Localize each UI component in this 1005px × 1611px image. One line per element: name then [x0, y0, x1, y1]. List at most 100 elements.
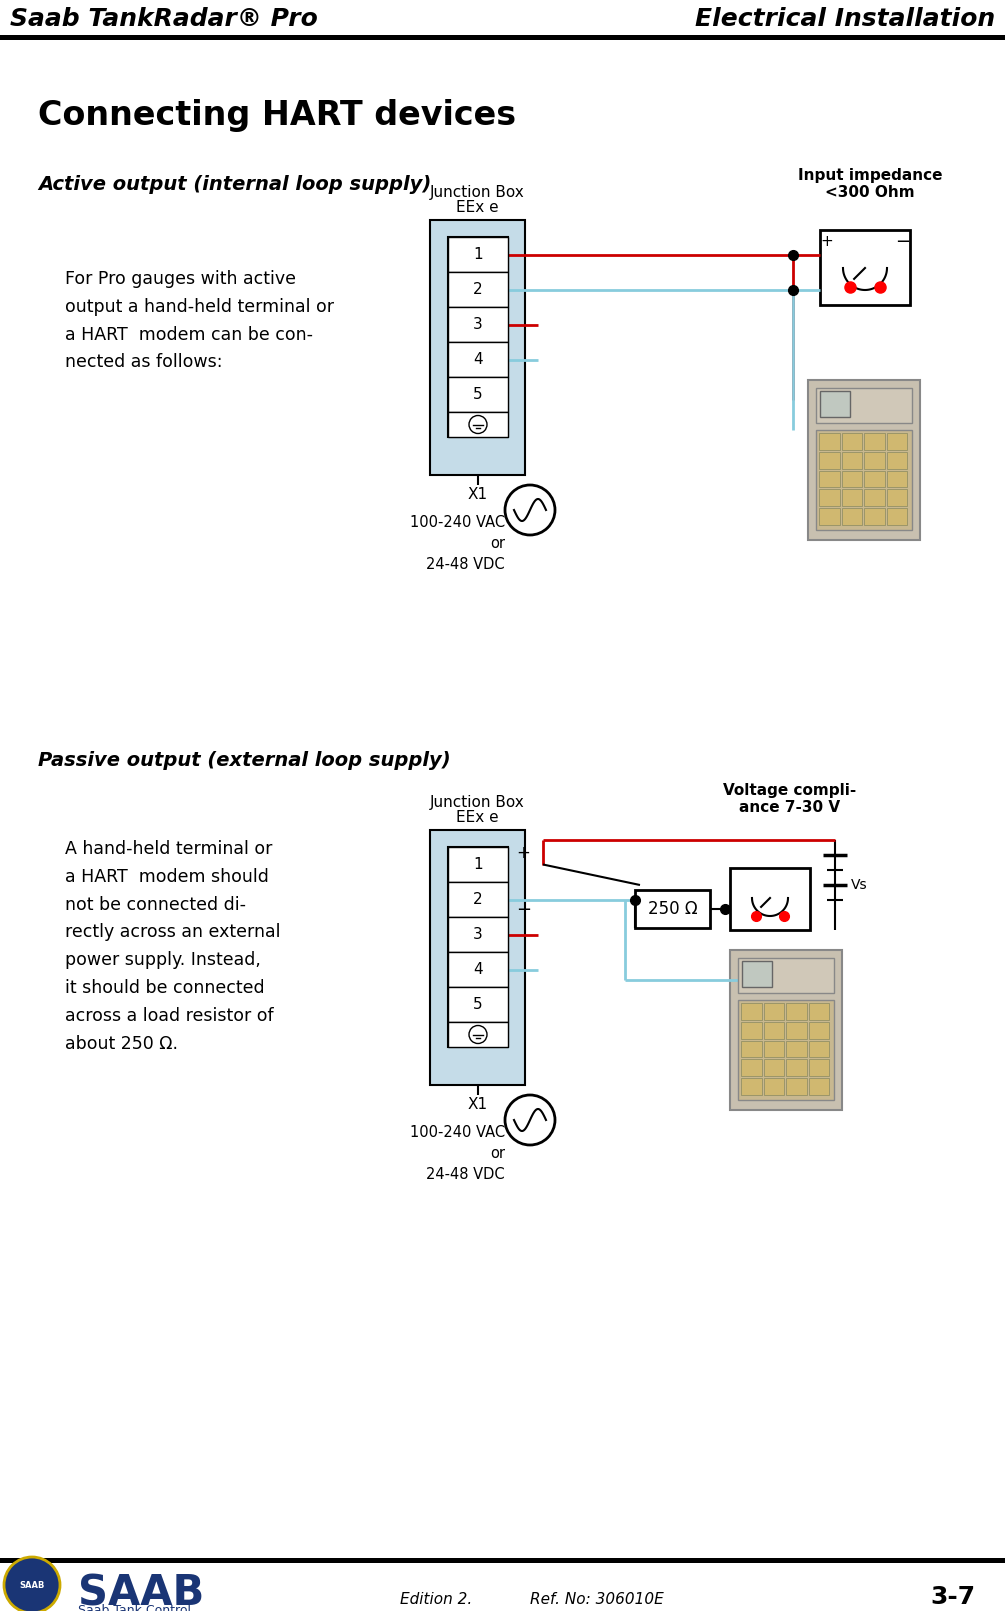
Bar: [0, 1558, 1005, 1563]
Bar: [448, 917, 508, 952]
Bar: [448, 412, 508, 437]
Text: 4: 4: [473, 351, 482, 367]
Text: X1: X1: [467, 487, 487, 503]
Bar: [741, 1021, 762, 1039]
Text: Electrical Installation: Electrical Installation: [694, 6, 995, 31]
Bar: [448, 308, 508, 342]
Bar: [786, 1060, 806, 1076]
Bar: [808, 1004, 829, 1020]
Bar: [730, 950, 842, 1110]
Bar: [808, 1078, 829, 1095]
Bar: [448, 881, 508, 917]
Text: A hand-held terminal or
a HART  modem should
not be connected di-
rectly across : A hand-held terminal or a HART modem sho…: [65, 839, 280, 1052]
Bar: [841, 490, 862, 506]
Bar: [886, 490, 907, 506]
Bar: [864, 490, 884, 506]
Bar: [886, 507, 907, 525]
Text: 1: 1: [473, 857, 482, 872]
Text: +: +: [821, 235, 833, 250]
Bar: [448, 988, 508, 1021]
Circle shape: [4, 1556, 60, 1611]
Bar: [448, 342, 508, 377]
Bar: [786, 1078, 806, 1095]
Bar: [741, 1004, 762, 1020]
Bar: [819, 507, 839, 525]
Bar: [448, 847, 508, 1047]
Bar: [841, 433, 862, 449]
Bar: [764, 1021, 784, 1039]
Text: Passive output (external loop supply): Passive output (external loop supply): [38, 751, 450, 770]
Bar: [886, 451, 907, 469]
Text: EEx e: EEx e: [456, 810, 498, 825]
Bar: [841, 507, 862, 525]
Text: 100-240 VAC
or
24-48 VDC: 100-240 VAC or 24-48 VDC: [410, 1124, 505, 1182]
Bar: [730, 868, 810, 930]
Text: Saab Tank Control: Saab Tank Control: [78, 1605, 191, 1611]
Bar: [864, 433, 884, 449]
Bar: [816, 430, 912, 530]
Text: 250 Ω: 250 Ω: [647, 901, 697, 918]
Bar: [448, 377, 508, 412]
Text: X1: X1: [467, 1097, 487, 1112]
Bar: [864, 451, 884, 469]
Text: 5: 5: [473, 387, 482, 403]
Bar: [741, 1078, 762, 1095]
Bar: [786, 1004, 806, 1020]
Text: 100-240 VAC
or
24-48 VDC: 100-240 VAC or 24-48 VDC: [410, 516, 505, 572]
Bar: [819, 470, 839, 488]
Bar: [808, 1021, 829, 1039]
Bar: [819, 451, 839, 469]
Text: 3-7: 3-7: [930, 1585, 975, 1609]
Bar: [808, 1041, 829, 1057]
Text: −: −: [895, 234, 911, 251]
Bar: [864, 507, 884, 525]
Text: Ref. No: 306010E: Ref. No: 306010E: [530, 1593, 663, 1608]
Bar: [448, 237, 508, 437]
Text: Input impedance
<300 Ohm: Input impedance <300 Ohm: [798, 168, 943, 200]
Bar: [430, 830, 525, 1084]
Text: SAAB: SAAB: [78, 1572, 204, 1611]
Text: Saab TankRadar® Pro: Saab TankRadar® Pro: [10, 6, 318, 31]
Bar: [764, 1078, 784, 1095]
Bar: [786, 1021, 806, 1039]
Text: 2: 2: [473, 892, 482, 907]
Text: 3: 3: [473, 317, 482, 332]
Bar: [764, 1060, 784, 1076]
Bar: [886, 470, 907, 488]
Text: +: +: [516, 844, 530, 862]
Bar: [448, 952, 508, 988]
Bar: [741, 1060, 762, 1076]
Bar: [841, 451, 862, 469]
Text: 4: 4: [473, 962, 482, 976]
Bar: [430, 221, 525, 475]
Bar: [0, 35, 1005, 40]
Bar: [448, 1021, 508, 1047]
Text: EEx e: EEx e: [456, 200, 498, 216]
Bar: [819, 490, 839, 506]
Bar: [786, 1041, 806, 1057]
Bar: [741, 1041, 762, 1057]
Text: Active output (internal loop supply): Active output (internal loop supply): [38, 176, 431, 195]
Bar: [808, 1060, 829, 1076]
Bar: [816, 388, 912, 424]
Text: Edition 2.: Edition 2.: [400, 1593, 472, 1608]
Text: 3: 3: [473, 926, 482, 942]
Text: 5: 5: [473, 997, 482, 1012]
Bar: [764, 1041, 784, 1057]
Bar: [448, 237, 508, 272]
Bar: [864, 470, 884, 488]
Bar: [448, 272, 508, 308]
Bar: [635, 889, 710, 928]
Bar: [742, 962, 772, 988]
Bar: [819, 433, 839, 449]
Bar: [820, 391, 850, 417]
Text: 2: 2: [473, 282, 482, 296]
Bar: [764, 1004, 784, 1020]
Text: Connecting HART devices: Connecting HART devices: [38, 98, 517, 132]
Text: 1: 1: [473, 246, 482, 263]
Bar: [448, 847, 508, 881]
Text: Junction Box: Junction Box: [430, 794, 525, 809]
Bar: [738, 1000, 834, 1100]
Text: −: −: [516, 902, 531, 920]
Text: Junction Box: Junction Box: [430, 185, 525, 200]
